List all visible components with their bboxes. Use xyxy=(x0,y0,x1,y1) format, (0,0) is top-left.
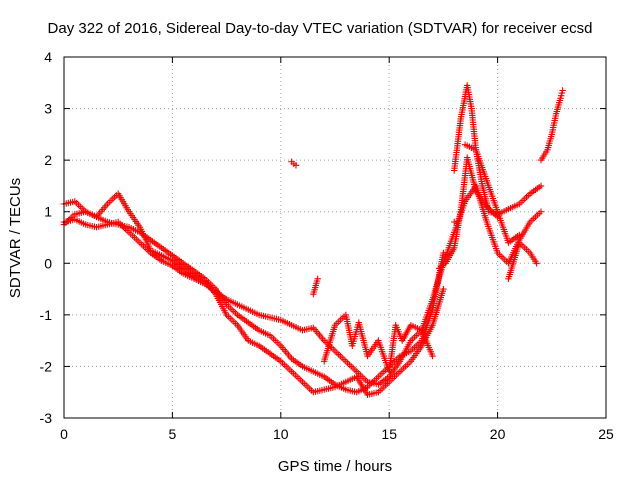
y-tick-label: 0 xyxy=(44,255,52,271)
grid-lines xyxy=(64,57,606,418)
data-point xyxy=(429,352,436,360)
x-tick-label: 20 xyxy=(490,426,506,442)
data-point xyxy=(440,285,447,293)
axis-ticks: 0 5 10 15 20 25 -3 -2 -1 0 1 2 3 4 xyxy=(40,49,614,442)
y-tick-label: 3 xyxy=(44,101,52,117)
y-tick-label: 1 xyxy=(44,204,52,220)
y-tick-label: -1 xyxy=(40,307,53,323)
y-tick-label: 2 xyxy=(44,152,52,168)
x-tick-label: 0 xyxy=(60,426,68,442)
data-point xyxy=(537,208,545,215)
data-point xyxy=(451,218,458,226)
y-tick-label: -2 xyxy=(40,358,53,374)
data-point xyxy=(494,213,501,221)
x-tick-label: 15 xyxy=(381,426,397,442)
x-axis-label: GPS time / hours xyxy=(278,458,392,475)
data-point xyxy=(440,249,447,257)
x-tick-label: 5 xyxy=(169,426,177,442)
plot-frame xyxy=(63,56,607,419)
y-tick-label: -3 xyxy=(40,410,53,426)
data-point xyxy=(533,260,540,267)
data-points xyxy=(60,82,566,398)
data-point xyxy=(537,182,545,190)
x-tick-label: 10 xyxy=(273,426,289,442)
data-point xyxy=(292,162,300,169)
data-point xyxy=(559,87,566,94)
data-point xyxy=(516,231,523,239)
x-tick-label: 25 xyxy=(598,426,614,442)
data-point xyxy=(314,275,321,282)
y-tick-label: 4 xyxy=(44,49,52,65)
chart-title: Day 322 of 2016, Sidereal Day-to-day VTE… xyxy=(48,20,593,37)
y-axis-label: SDTVAR / TECUs xyxy=(7,178,24,298)
